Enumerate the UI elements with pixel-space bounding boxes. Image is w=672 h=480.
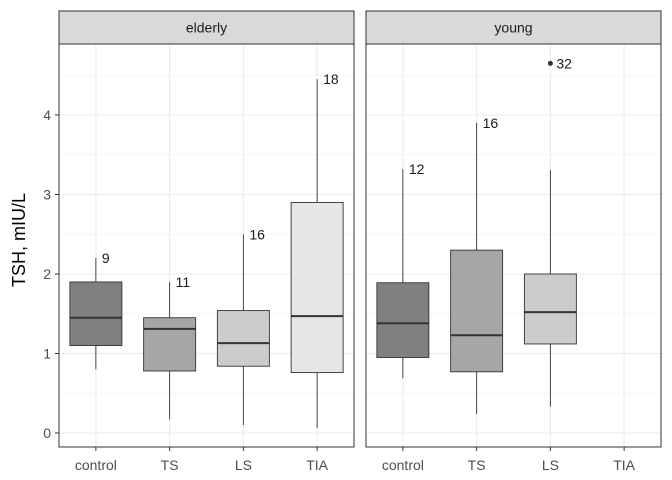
y-tick-label: 4 (43, 107, 51, 123)
x-tick-label: control (382, 457, 424, 473)
facet-strip-label: elderly (186, 20, 227, 36)
sample-size-label: 11 (176, 274, 191, 290)
y-tick-label: 1 (43, 346, 51, 362)
sample-size-label: 16 (249, 226, 265, 242)
sample-size-label: 9 (102, 250, 110, 266)
sample-size-label: 18 (323, 71, 339, 87)
grid-layer (59, 44, 661, 447)
facet-strip-label: young (494, 20, 532, 36)
x-tick-label: TIA (306, 457, 328, 473)
x-tick-label: LS (542, 457, 559, 473)
sample-size-label: 16 (483, 115, 499, 131)
y-tick-label: 2 (43, 266, 51, 282)
box-elderly-TS (143, 317, 197, 372)
x-tick-label: TS (161, 457, 179, 473)
x-tick-label: control (75, 457, 117, 473)
mark-layer (69, 60, 577, 429)
text-layer: TSH, mIU/L 9 11 16 18 elderly control TS LS TIA 1… (9, 20, 636, 474)
y-tick-label: 3 (43, 187, 51, 203)
x-tick-label: TIA (613, 457, 635, 473)
box-young-control (376, 282, 430, 358)
box-young-TS (450, 249, 504, 373)
y-tick-label: 0 (43, 425, 51, 441)
box-elderly-control (69, 281, 123, 347)
sample-size-label: 32 (556, 55, 572, 71)
facet-strip (58, 10, 355, 45)
sample-size-label: 12 (409, 161, 425, 177)
frame-layer (55, 10, 662, 451)
panel-background (366, 44, 661, 447)
x-tick-label: TS (468, 457, 486, 473)
box-elderly-TIA (290, 201, 344, 374)
x-tick-label: LS (235, 457, 252, 473)
y-axis-title: TSH, mIU/L (9, 193, 29, 287)
outlier-point (547, 60, 553, 66)
box-young-LS (523, 273, 577, 345)
facet-strip (365, 10, 662, 45)
box-elderly-LS (216, 310, 270, 367)
